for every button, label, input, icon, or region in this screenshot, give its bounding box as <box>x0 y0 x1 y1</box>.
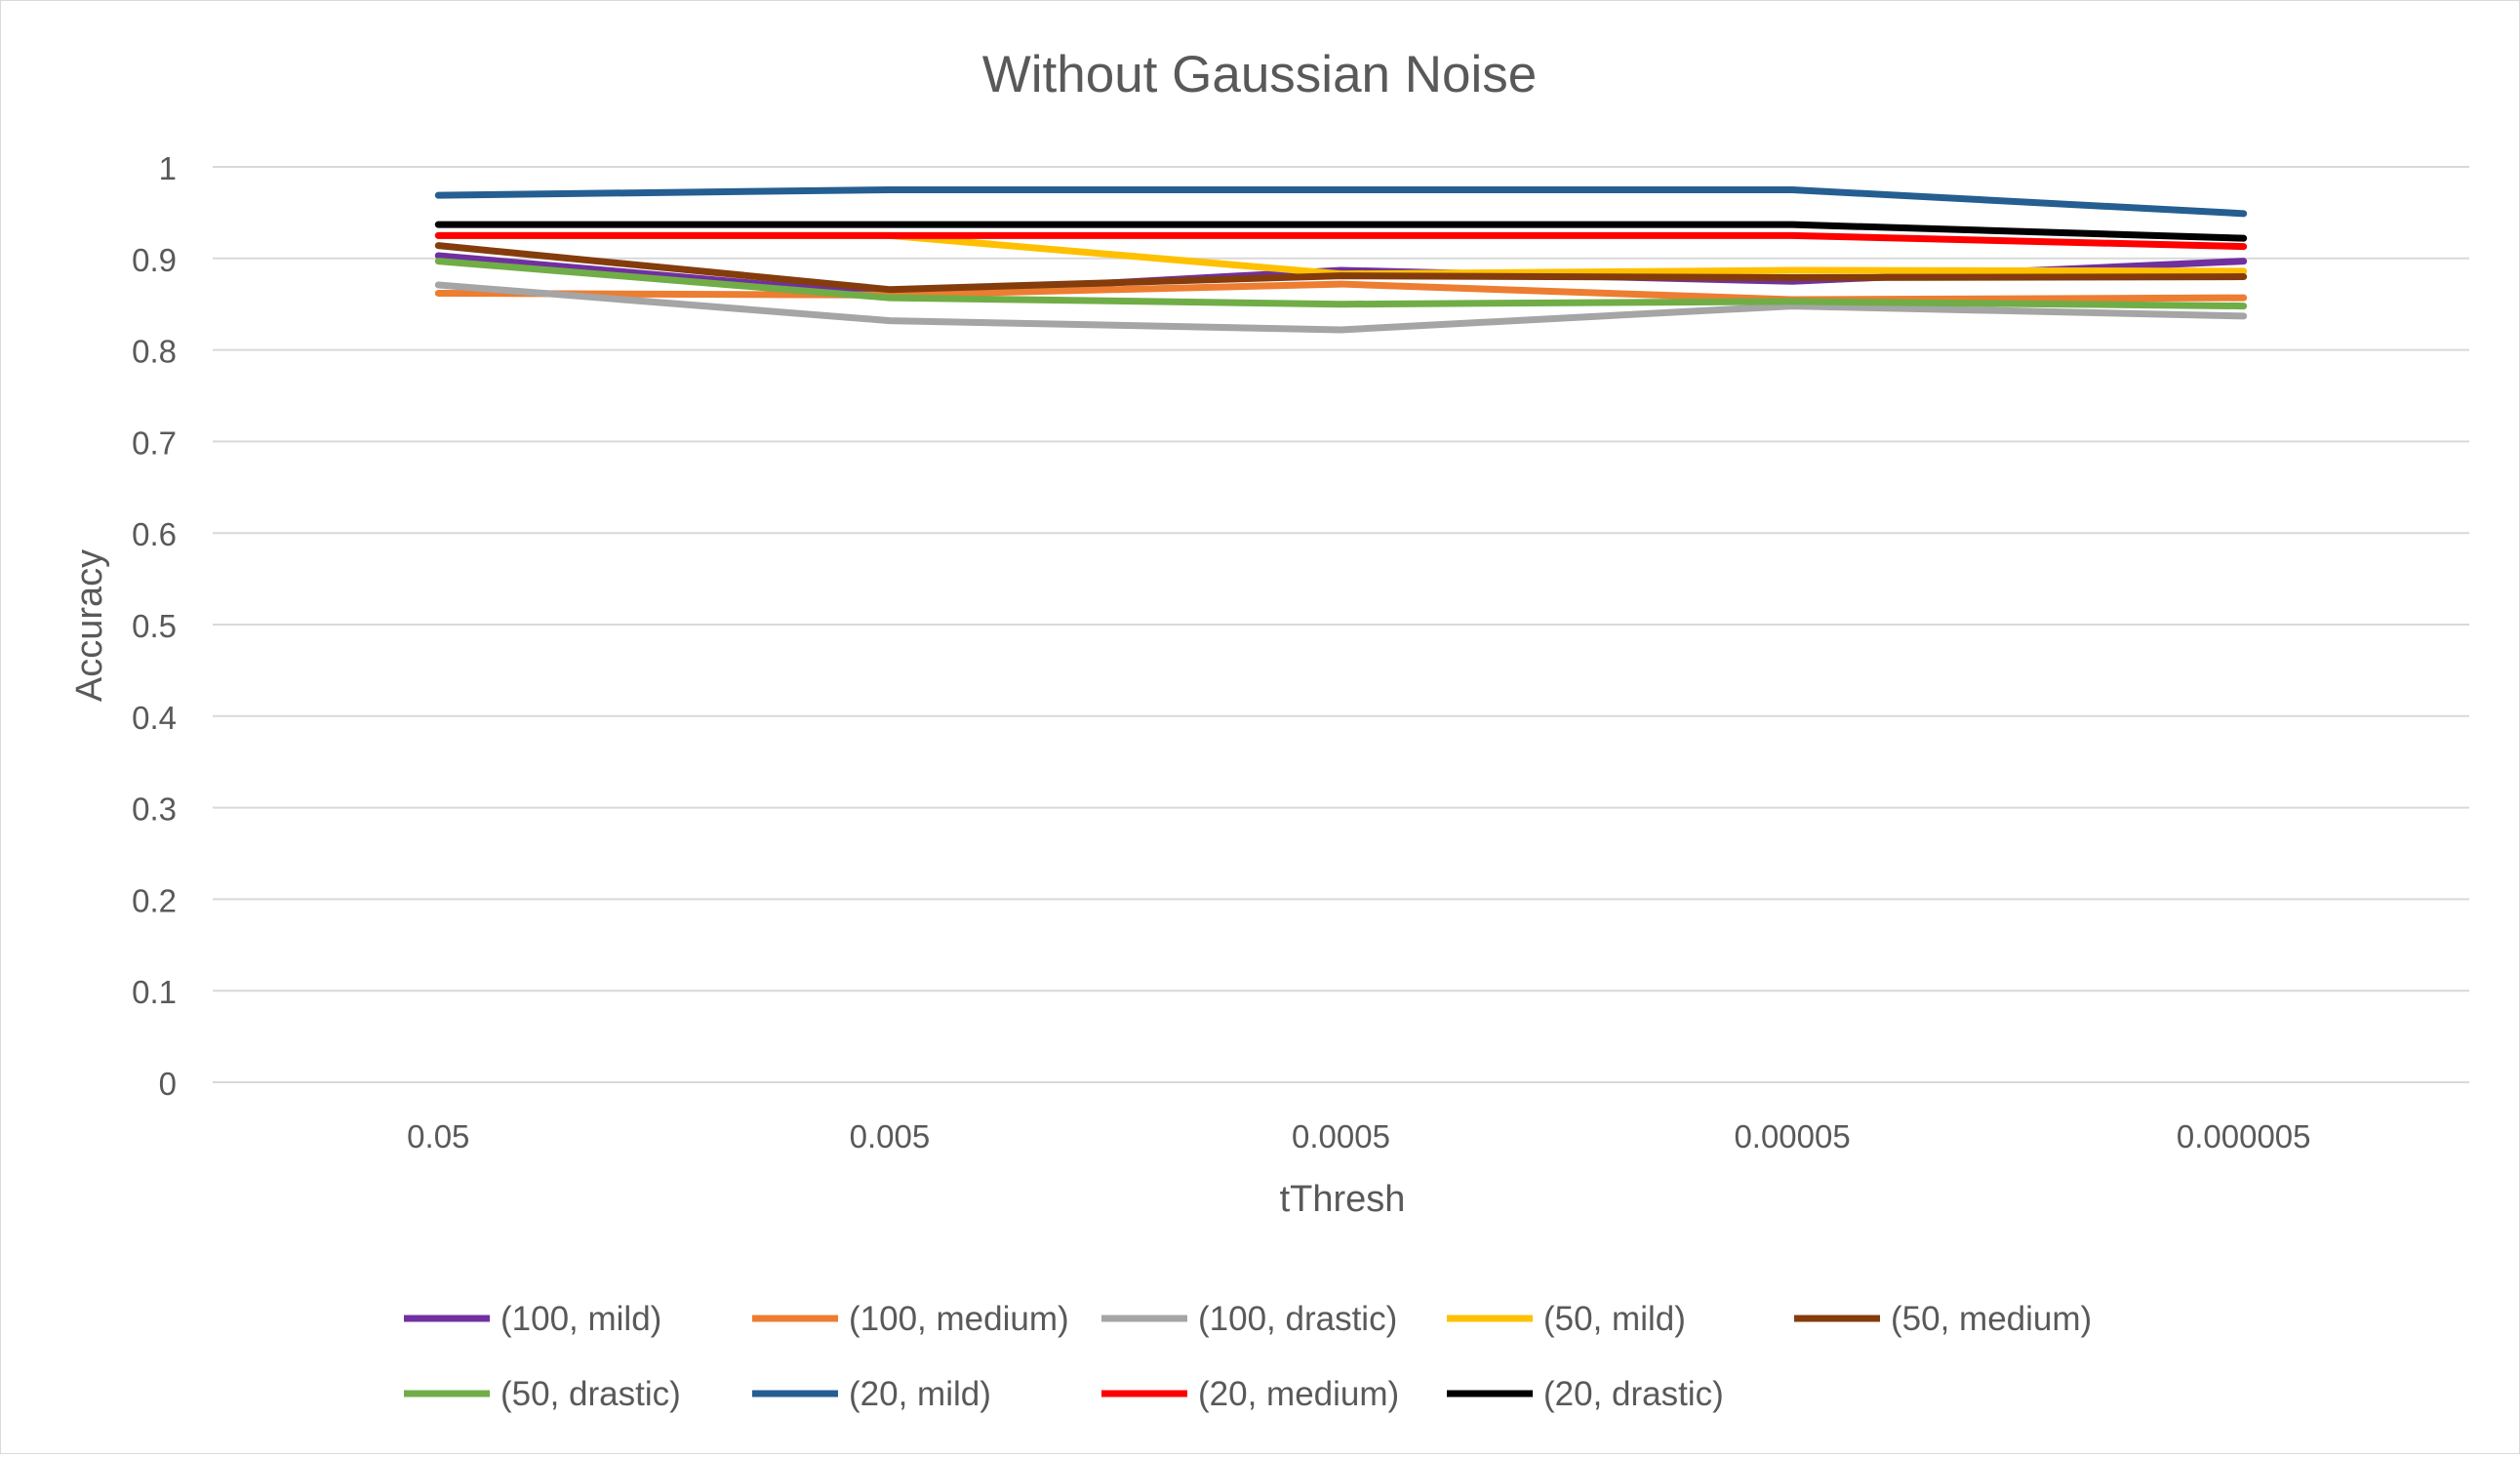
series-line <box>434 281 2248 334</box>
series-lines <box>434 185 2248 334</box>
series-line <box>434 221 2248 242</box>
series-line <box>434 242 2248 294</box>
legend-item: (20, drastic) <box>1447 1375 1724 1413</box>
series-line <box>434 231 2248 251</box>
y-axis-label: Accuracy <box>69 549 110 702</box>
legend-item: (50, medium) <box>1794 1300 2092 1338</box>
y-tick-label: 0.5 <box>132 608 177 644</box>
gridlines <box>213 166 2469 1083</box>
series-line <box>434 258 2248 310</box>
legend-item: (100, mild) <box>404 1300 661 1338</box>
y-tick-label: 0.4 <box>132 700 177 736</box>
legend-label: (50, mild) <box>1543 1300 1686 1338</box>
x-tick-label: 0.005 <box>850 1118 931 1154</box>
legend-item: (100, drastic) <box>1101 1300 1397 1338</box>
y-tick-label: 0.2 <box>132 882 177 918</box>
y-axis-tick-labels: 0 0.1 0.2 0.3 0.4 0.5 0.6 0.7 0.8 0.9 1 <box>132 150 177 1102</box>
legend-item: (20, medium) <box>1101 1375 1399 1413</box>
legend-item: (20, mild) <box>752 1375 991 1413</box>
legend-item: (100, medium) <box>752 1300 1069 1338</box>
legend-label: (100, mild) <box>500 1300 661 1338</box>
series-line <box>434 280 2248 304</box>
chart-title: Without Gaussian Noise <box>982 46 1538 103</box>
x-tick-label: 0.00005 <box>1734 1118 1850 1154</box>
x-tick-label: 0.0005 <box>1292 1118 1390 1154</box>
legend-label: (20, drastic) <box>1543 1375 1724 1413</box>
y-tick-label: 0.9 <box>132 242 177 278</box>
x-tick-label: 0.000005 <box>2177 1118 2311 1154</box>
legend-label: (50, medium) <box>1891 1300 2092 1338</box>
legend-item: (50, drastic) <box>404 1375 681 1413</box>
y-tick-label: 0 <box>159 1066 177 1102</box>
y-tick-label: 1 <box>159 150 177 186</box>
legend: (100, mild) (100, medium) (100, drastic) (5… <box>404 1300 2092 1413</box>
series-line <box>434 185 2248 218</box>
x-tick-label: 0.05 <box>407 1118 469 1154</box>
legend-label: (20, medium) <box>1198 1375 1399 1413</box>
y-tick-label: 0.8 <box>132 334 177 370</box>
legend-label: (20, mild) <box>849 1375 991 1413</box>
y-tick-label: 0.6 <box>132 516 177 552</box>
legend-label: (50, drastic) <box>500 1375 681 1413</box>
legend-item: (50, mild) <box>1447 1300 1686 1338</box>
y-tick-label: 0.7 <box>132 425 177 461</box>
legend-label: (100, drastic) <box>1198 1300 1397 1338</box>
legend-label: (100, medium) <box>849 1300 1069 1338</box>
x-axis-label: tThresh <box>1280 1179 1406 1220</box>
y-tick-label: 0.1 <box>132 974 177 1010</box>
x-axis-tick-labels: 0.05 0.005 0.0005 0.00005 0.000005 <box>407 1118 2310 1154</box>
y-tick-label: 0.3 <box>132 791 177 828</box>
